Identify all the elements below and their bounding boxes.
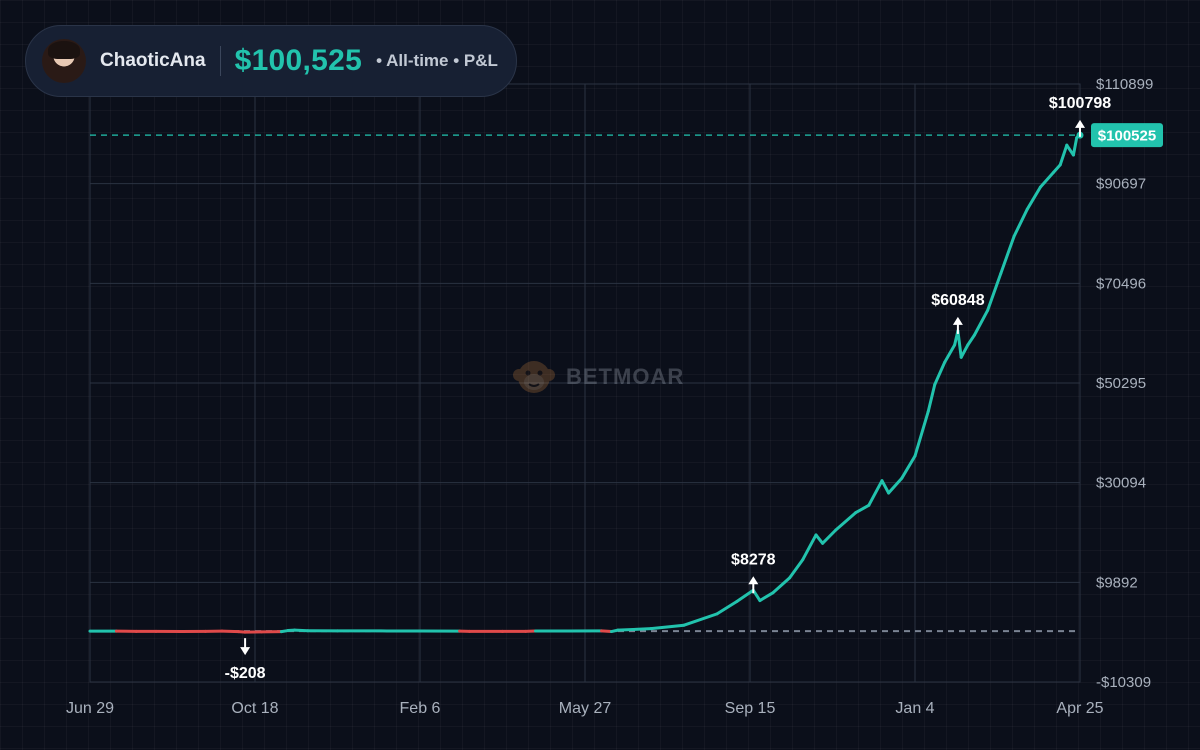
series-segment [293,628,310,633]
watermark-text: BETMOAR [566,364,685,389]
avatar[interactable] [42,39,86,83]
series-segment [1058,143,1069,167]
series-segment [913,410,930,458]
series-segment [771,576,792,595]
annotation-label: -$208 [225,665,266,682]
series-segment [735,588,755,604]
series-segment [956,329,963,359]
current-value-badge [1091,123,1163,148]
series-segment [801,533,818,562]
series-segment [900,454,917,480]
profile-header: ChaoticAna $100,525 • All-time • P&L [25,25,517,97]
x-tick-label: Jun 29 [66,700,114,717]
series-segment [867,479,884,507]
annotation-label: $60848 [931,292,984,309]
x-tick-label: Apr 25 [1056,700,1103,717]
series-segment [751,588,762,603]
annotation-arrow-head [1075,119,1085,128]
series-segment [1052,163,1062,174]
series-segment [834,511,858,532]
series-segment [649,623,686,631]
series-segment [1038,170,1056,189]
series-segment [880,479,891,495]
annotation-label: $100798 [1049,95,1111,112]
x-tick-label: Jan 4 [895,700,934,717]
series-segment [758,591,775,603]
annotation-arrow-head [240,647,251,656]
y-tick-label: $110899 [1096,76,1153,93]
series-segment [986,271,1003,312]
series-segment [788,558,805,580]
annotation-arrow-head [748,576,759,585]
series-segment [1012,207,1029,238]
series-segment [854,503,871,515]
monkey-icon [513,361,555,393]
series-segment [814,533,825,545]
username[interactable]: ChaoticAna [100,50,206,71]
x-tick-label: Oct 18 [231,700,278,717]
series-segment [972,308,990,337]
series-segment [943,343,957,364]
y-tick-label: $70496 [1096,275,1146,292]
series-segment [933,360,947,386]
y-tick-label: $50295 [1096,375,1146,392]
series-segment [1025,185,1042,211]
divider [219,46,221,76]
series-segment [600,629,613,634]
watermark: BETMOAR [512,355,684,399]
series-segment [999,234,1016,275]
y-tick-label: -$10309 [1096,674,1151,691]
y-tick-label: $30094 [1096,475,1146,492]
x-tick-label: Sep 15 [725,700,776,717]
x-tick-label: Feb 6 [400,700,441,717]
series-segment [1071,136,1079,157]
series-segment [616,627,653,632]
series-segment [682,612,719,627]
y-tick-label: $90697 [1096,176,1146,193]
current-value-label: $100525 [1098,128,1156,145]
series-segment [966,333,976,347]
pnl-value: $100,525 [234,44,363,77]
series-segment [821,528,838,545]
series-segment [959,343,970,359]
annotation-arrow-head [952,316,963,325]
series-segment [715,600,739,616]
annotation-label: $8278 [731,551,776,568]
y-tick-label: $9892 [1096,574,1138,591]
x-tick-label: May 27 [559,700,612,717]
series-segment [887,476,904,495]
series-segment [926,382,937,414]
pnl-period-label: • All-time • P&L [376,51,498,70]
